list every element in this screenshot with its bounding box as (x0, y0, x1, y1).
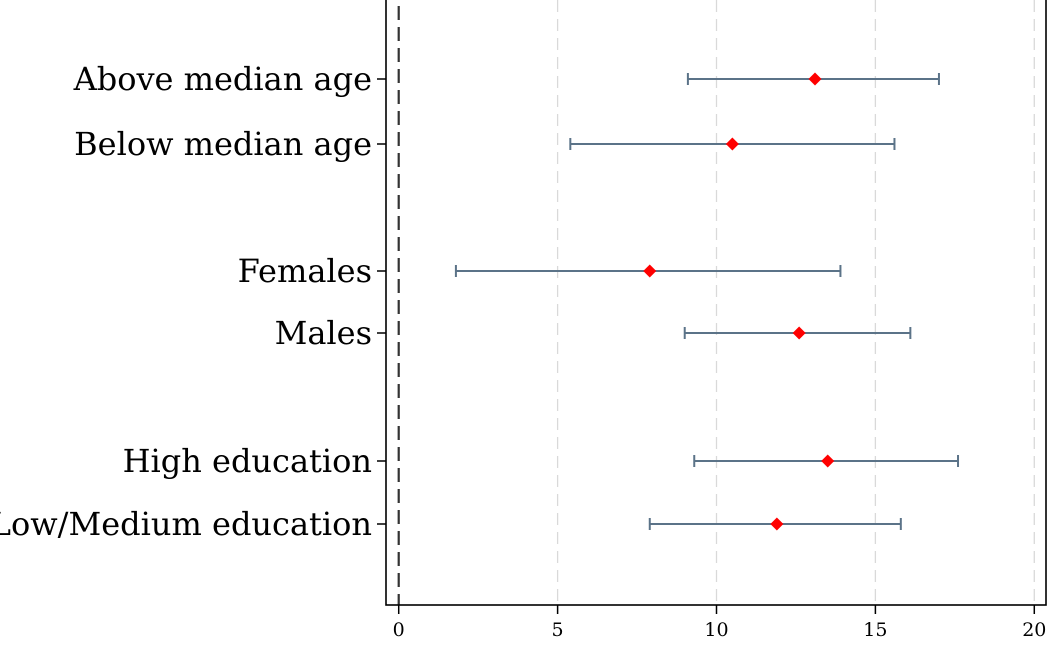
point-estimates (643, 72, 835, 531)
x-tick-label: 15 (863, 619, 887, 641)
grid-lines (556, 0, 1035, 605)
x-tick-label: 0 (393, 619, 405, 641)
x-tick-label: 5 (552, 619, 564, 641)
y-tick-label: Below median age (74, 125, 372, 163)
y-tick-label: Males (275, 314, 372, 352)
x-axis: 0 5 10 15 20 (393, 605, 1046, 641)
point-females (643, 264, 657, 278)
y-tick-label: Low/Medium education (0, 505, 372, 543)
y-tick-label: Females (238, 252, 372, 290)
point-low-medium-education (770, 517, 784, 531)
y-tick-label: Above median age (73, 60, 372, 98)
y-tick-label: High education (123, 442, 372, 480)
point-below-median-age (725, 137, 739, 151)
confidence-intervals (454, 73, 960, 530)
point-above-median-age (808, 72, 822, 86)
y-axis: Above median age Below median age Females M… (0, 60, 386, 543)
point-high-education (821, 454, 835, 468)
x-tick-label: 20 (1022, 619, 1046, 641)
x-tick-label: 10 (704, 619, 728, 641)
point-males (792, 326, 806, 340)
